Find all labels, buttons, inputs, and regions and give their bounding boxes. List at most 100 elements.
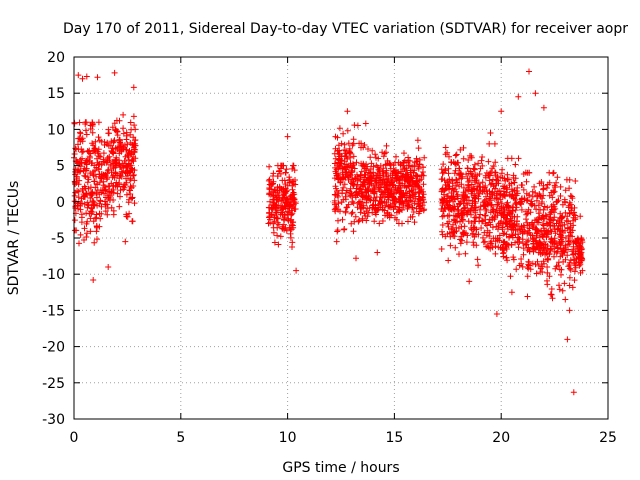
data-point	[471, 166, 478, 173]
data-point	[520, 251, 527, 258]
data-point	[405, 162, 412, 169]
data-point	[523, 197, 530, 204]
y-tick-label: 15	[47, 86, 65, 102]
data-point	[510, 227, 517, 234]
data-point	[556, 282, 562, 289]
data-point	[440, 169, 447, 176]
data-point	[293, 267, 300, 274]
data-point	[525, 244, 532, 251]
data-point	[93, 211, 100, 218]
data-point	[503, 215, 510, 222]
data-point	[452, 152, 459, 159]
data-point	[468, 188, 475, 195]
data-point	[519, 236, 526, 243]
data-point	[289, 165, 296, 172]
data-point	[420, 181, 427, 188]
data-point	[555, 197, 562, 204]
data-point	[104, 155, 111, 162]
data-point	[544, 256, 551, 263]
data-point	[458, 237, 465, 244]
y-tick-label: -20	[42, 340, 65, 356]
data-point	[366, 196, 373, 203]
data-point	[567, 257, 574, 264]
data-point	[363, 193, 370, 200]
data-point	[379, 206, 386, 213]
data-point	[396, 199, 403, 205]
data-point	[365, 175, 372, 182]
y-tick-label: 0	[56, 195, 65, 211]
data-point	[524, 219, 531, 226]
data-point	[76, 240, 82, 247]
data-point	[501, 247, 508, 254]
data-point	[118, 142, 124, 148]
data-point	[409, 204, 416, 211]
data-point	[108, 180, 115, 187]
data-point	[543, 185, 550, 191]
data-point	[373, 175, 380, 182]
data-point	[381, 180, 388, 186]
data-point	[364, 205, 371, 212]
data-point	[468, 181, 475, 188]
data-point	[265, 220, 272, 227]
data-point	[515, 155, 522, 162]
data-point	[420, 207, 427, 214]
data-point	[460, 229, 467, 236]
data-point	[525, 227, 531, 234]
data-point	[132, 155, 139, 162]
data-point	[349, 142, 356, 149]
data-point	[346, 148, 353, 154]
data-point	[579, 267, 586, 274]
data-point	[82, 157, 89, 164]
data-point	[496, 232, 503, 239]
data-point	[463, 200, 470, 207]
data-point	[80, 191, 87, 198]
data-point	[95, 134, 102, 141]
data-point	[475, 262, 482, 269]
data-point	[553, 179, 560, 186]
data-point	[103, 194, 109, 201]
data-point	[554, 174, 561, 181]
data-point	[71, 217, 78, 224]
data-point	[556, 228, 563, 235]
data-point	[546, 250, 553, 257]
data-point	[465, 157, 472, 163]
data-point	[520, 245, 527, 252]
data-point	[479, 188, 486, 195]
data-point	[548, 208, 555, 215]
data-point	[518, 260, 525, 267]
data-point	[515, 223, 522, 230]
data-point	[458, 175, 465, 182]
data-point	[98, 210, 105, 217]
data-point	[566, 282, 573, 289]
data-point	[524, 197, 531, 203]
data-point	[515, 93, 522, 100]
data-point	[488, 202, 494, 209]
data-point	[548, 291, 555, 298]
data-point	[485, 172, 492, 179]
data-point	[548, 228, 555, 235]
data-point	[131, 137, 138, 144]
data-point	[364, 174, 371, 181]
data-point	[540, 192, 547, 199]
data-point	[533, 270, 540, 277]
data-point	[523, 211, 530, 218]
data-point	[453, 151, 460, 158]
data-point	[464, 211, 470, 218]
data-point	[350, 228, 357, 235]
data-point	[407, 197, 414, 204]
data-point	[341, 181, 348, 188]
data-point	[466, 152, 473, 159]
data-point	[558, 240, 565, 247]
data-point	[481, 238, 488, 245]
data-point	[470, 165, 477, 172]
data-point	[440, 208, 447, 215]
data-point	[483, 187, 490, 193]
data-point	[349, 198, 356, 205]
data-point	[478, 225, 485, 231]
data-point	[392, 159, 399, 166]
data-point	[77, 130, 84, 137]
data-point	[472, 193, 479, 199]
data-point	[114, 183, 121, 190]
data-point	[460, 155, 467, 162]
data-point	[416, 186, 423, 193]
